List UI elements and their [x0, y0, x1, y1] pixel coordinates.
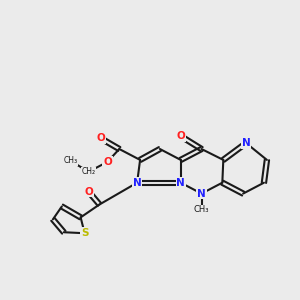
Text: N: N [242, 138, 250, 148]
Text: CH₃: CH₃ [194, 205, 209, 214]
Text: N: N [133, 178, 142, 188]
Text: O: O [103, 157, 112, 167]
Text: N: N [176, 178, 185, 188]
Text: CH₂: CH₂ [82, 167, 96, 176]
Text: S: S [81, 228, 88, 238]
Text: O: O [176, 131, 185, 141]
Text: N: N [197, 189, 206, 199]
Text: O: O [84, 187, 93, 196]
Text: CH₃: CH₃ [64, 156, 78, 165]
Text: O: O [96, 133, 105, 143]
